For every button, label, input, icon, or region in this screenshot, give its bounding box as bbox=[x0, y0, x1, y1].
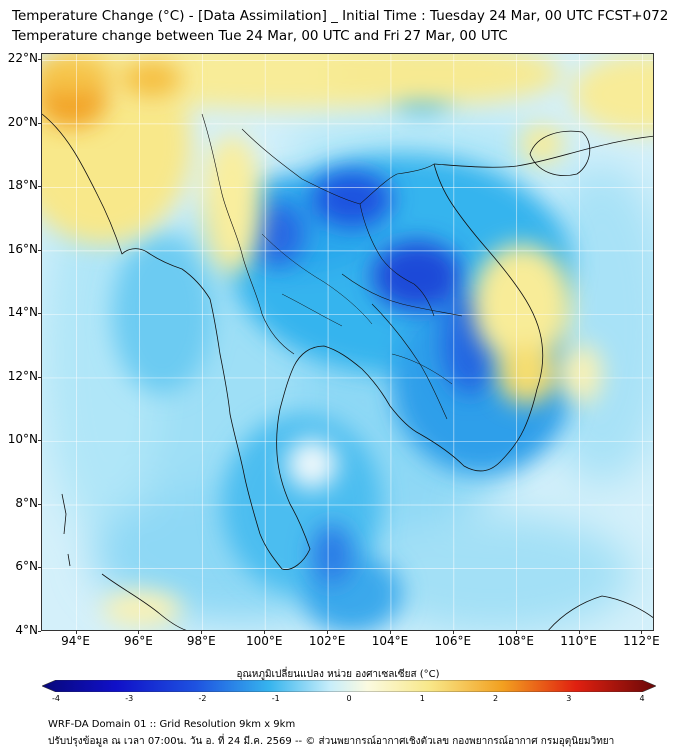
lat-tick bbox=[38, 567, 41, 569]
lat-tick-label: 22°N bbox=[7, 51, 38, 66]
lat-tick-label: 8°N bbox=[15, 495, 38, 510]
lon-tick bbox=[452, 631, 454, 634]
lon-tick bbox=[327, 631, 329, 634]
colorbar bbox=[42, 680, 656, 692]
lon-tick bbox=[75, 631, 77, 634]
lat-tick-label: 14°N bbox=[7, 305, 38, 320]
colorbar-tick-label: -2 bbox=[198, 694, 207, 703]
update-info: ปรับปรุงข้อมูล ณ เวลา 07:00น. วัน อ. ที่… bbox=[48, 736, 615, 747]
map-canvas bbox=[42, 54, 653, 630]
lat-tick-label: 18°N bbox=[7, 178, 38, 193]
colorbar-tick-label: -3 bbox=[125, 694, 134, 703]
lat-tick bbox=[38, 122, 41, 124]
lon-tick bbox=[138, 631, 140, 634]
lon-tick bbox=[578, 631, 580, 634]
lon-tick-label: 106°E bbox=[434, 634, 472, 648]
lon-tick bbox=[389, 631, 391, 634]
colorbar-title: อุณหภูมิเปลี่ยนแปลง หน่วย องศาเซลเซียส (… bbox=[236, 669, 440, 680]
lat-tick bbox=[38, 59, 41, 61]
lat-tick bbox=[38, 503, 41, 505]
lat-tick-label: 20°N bbox=[7, 114, 38, 129]
colorbar-tick-label: 1 bbox=[419, 694, 425, 703]
lat-tick-label: 6°N bbox=[15, 559, 38, 574]
map-title: Temperature Change (°C) - [Data Assimila… bbox=[12, 8, 669, 24]
lat-tick bbox=[38, 440, 41, 442]
colorbar-tick-label: -4 bbox=[52, 694, 60, 703]
lon-tick-label: 110°E bbox=[560, 634, 597, 648]
temperature-change-map bbox=[41, 53, 654, 631]
colorbar-tick-label: 0 bbox=[346, 694, 352, 703]
colorbar-tick-label: 4 bbox=[639, 694, 645, 703]
lon-tick bbox=[641, 631, 643, 634]
lon-tick-label: 102°E bbox=[308, 634, 346, 648]
lon-tick bbox=[201, 631, 203, 634]
lat-tick bbox=[38, 376, 41, 378]
field-warming bbox=[42, 54, 653, 627]
lon-tick-label: 108°E bbox=[497, 634, 534, 648]
colorbar-gradient bbox=[42, 680, 656, 692]
lat-tick-label: 12°N bbox=[7, 368, 38, 383]
model-info: WRF-DA Domain 01 :: Grid Resolution 9km … bbox=[48, 719, 296, 730]
colorbar-tick-label: 2 bbox=[492, 694, 499, 703]
lat-tick bbox=[38, 313, 41, 315]
lat-tick-label: 4°N bbox=[15, 623, 38, 637]
colorbar-tick-label: -1 bbox=[271, 694, 280, 703]
lon-tick bbox=[264, 631, 266, 634]
lat-tick bbox=[38, 186, 41, 188]
lon-tick-label: 94°E bbox=[61, 634, 90, 648]
lon-tick-label: 100°E bbox=[245, 634, 283, 648]
colorbar-tick-label: 3 bbox=[566, 694, 572, 703]
field-hot bbox=[42, 54, 182, 127]
lon-tick-label: 98°E bbox=[186, 634, 216, 648]
lon-tick-label: 96°E bbox=[124, 634, 153, 648]
lat-tick-label: 10°N bbox=[7, 432, 38, 447]
lon-tick-label: 112°E bbox=[623, 634, 660, 648]
lat-tick-label: 16°N bbox=[7, 241, 38, 256]
lat-tick bbox=[38, 249, 41, 251]
lon-tick bbox=[515, 631, 517, 634]
coastline-and-borders bbox=[42, 113, 653, 630]
map-subtitle: Temperature change between Tue 24 Mar, 0… bbox=[12, 28, 508, 44]
lon-tick-label: 104°E bbox=[371, 634, 409, 648]
lat-tick bbox=[38, 631, 41, 632]
